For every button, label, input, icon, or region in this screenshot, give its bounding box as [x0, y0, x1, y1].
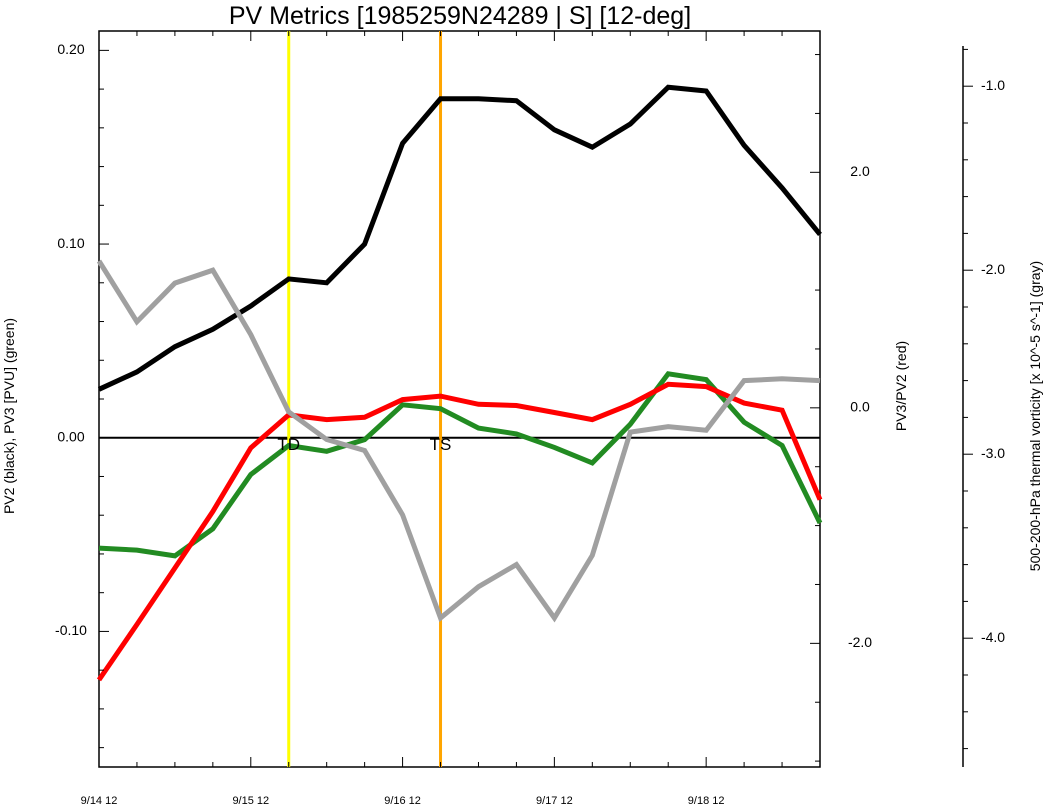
- far-right-tick-label: -3.0: [981, 445, 1005, 461]
- x-tick-label: 9/16 12: [384, 795, 421, 805]
- reference-label-td: TD: [277, 435, 300, 454]
- far-right-tick-label: -2.0: [981, 261, 1005, 277]
- far-right-axis-label: 500-200-hPa thermal vorticity [x 10^-5 s…: [1027, 261, 1043, 571]
- far-right-tick-label: -4.0: [981, 629, 1005, 645]
- right-tick-label: 2.0: [850, 163, 870, 179]
- left-tick-label: 0.00: [57, 428, 84, 444]
- left-tick-label: 0.20: [57, 41, 84, 57]
- far-right-tick-label: -1.0: [981, 77, 1005, 93]
- right-tick-label: -2.0: [848, 634, 872, 650]
- reference-label-ts: TS: [430, 435, 452, 454]
- left-tick-label: 0.10: [57, 235, 84, 251]
- right-axis-label: PV3/PV2 (red): [893, 341, 909, 431]
- series-line-thermal-vorticity: [96, 259, 821, 623]
- x-tick-label: 9/18 12: [688, 795, 725, 805]
- right-tick-label: 0.0: [850, 399, 870, 415]
- series-line-pv3-pv2: [96, 381, 823, 682]
- series-line-pv2: [97, 84, 822, 392]
- left-tick-label: -0.10: [55, 622, 87, 638]
- x-tick-label: 9/17 12: [536, 795, 573, 805]
- series-line-pv3: [98, 371, 823, 559]
- x-tick-label: 9/15 12: [232, 795, 269, 805]
- x-tick-label: 9/14 12: [81, 795, 118, 805]
- left-axis-label: PV2 (black), PV3 [PVU] (green): [1, 318, 17, 514]
- chart-title: PV Metrics [1985259N24289 | S] [12-deg]: [229, 2, 691, 30]
